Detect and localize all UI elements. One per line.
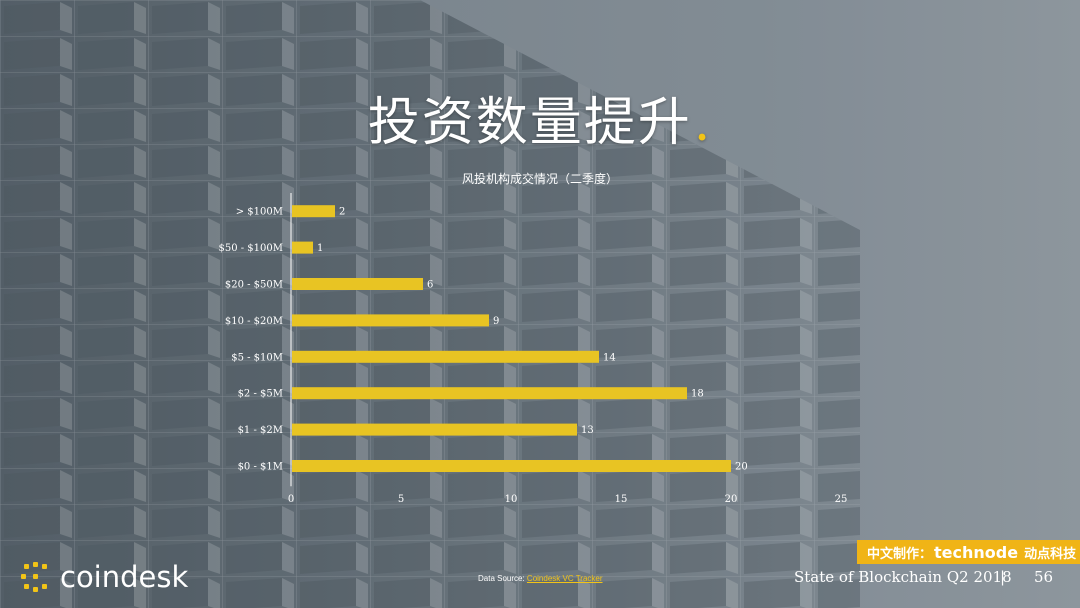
- badge-prefix: 中文制作：: [867, 546, 933, 562]
- bar-0: [292, 205, 335, 218]
- x-tick-label-2: 10: [505, 494, 518, 505]
- slide-title: 投资数量提升.: [0, 80, 1080, 155]
- data-source-label: Data Source:: [478, 574, 527, 583]
- category-label-6: $1 - $2M: [238, 425, 283, 436]
- category-label-3: $10 - $20M: [225, 316, 283, 327]
- badge-suffix: 动点科技: [1024, 546, 1077, 562]
- bar-4: [292, 350, 599, 363]
- data-label-3: 9: [493, 316, 499, 327]
- x-tick-label-5: 25: [835, 494, 848, 505]
- chart-title: 风投机构成交情况（二季度）: [461, 172, 618, 186]
- technode-badge: 中文制作： technode 动点科技: [857, 540, 1080, 564]
- data-source-link[interactable]: Coindesk VC Tracker: [526, 574, 603, 583]
- x-tick-label-0: 0: [288, 494, 294, 505]
- data-labels: 2 1 6 9 14 18 13 20: [317, 207, 748, 473]
- data-label-5: 18: [691, 389, 704, 400]
- bar-3: [292, 314, 489, 327]
- bar-7: [292, 460, 731, 472]
- report-name: State of Blockchain Q2 2018: [794, 568, 1012, 586]
- data-source: Data Source: Coindesk VC Tracker: [478, 574, 603, 583]
- category-label-5: $2 - $5M: [238, 389, 283, 400]
- page-number: 56: [1034, 568, 1054, 586]
- bar-1: [292, 241, 313, 254]
- category-label-7: $0 - $1M: [238, 462, 283, 473]
- data-label-7: 20: [735, 462, 748, 473]
- x-axis-ticks: 0 5 10 15 20 25: [288, 494, 848, 505]
- bars-layer: [292, 205, 731, 472]
- category-label-4: $5 - $10M: [231, 352, 283, 363]
- data-label-6: 13: [581, 425, 594, 436]
- x-tick-label-3: 15: [615, 494, 628, 505]
- x-tick-label-1: 5: [398, 494, 404, 505]
- coindesk-logo: coindesk: [20, 560, 188, 594]
- footer-separator: |: [1000, 568, 1006, 586]
- slide-title-text: 投资数量提升: [367, 93, 692, 153]
- badge-brand: technode: [934, 542, 1019, 562]
- category-labels: > $100M $50 - $100M $20 - $50M $10 - $20M $5…: [218, 207, 283, 473]
- category-label-1: $50 - $100M: [218, 243, 283, 254]
- data-label-4: 14: [603, 352, 616, 363]
- data-label-0: 2: [339, 207, 345, 218]
- category-label-2: $20 - $50M: [225, 280, 283, 291]
- data-label-1: 1: [317, 243, 323, 254]
- coindesk-logo-icon: [21, 562, 47, 592]
- bar-2: [292, 278, 423, 290]
- bar-5: [292, 387, 687, 400]
- coindesk-logo-text: coindesk: [60, 560, 189, 594]
- category-label-0: > $100M: [236, 207, 283, 218]
- title-accent-dot: .: [693, 93, 713, 153]
- bar-6: [292, 423, 577, 436]
- x-tick-label-4: 20: [725, 494, 738, 505]
- data-label-2: 6: [427, 280, 433, 291]
